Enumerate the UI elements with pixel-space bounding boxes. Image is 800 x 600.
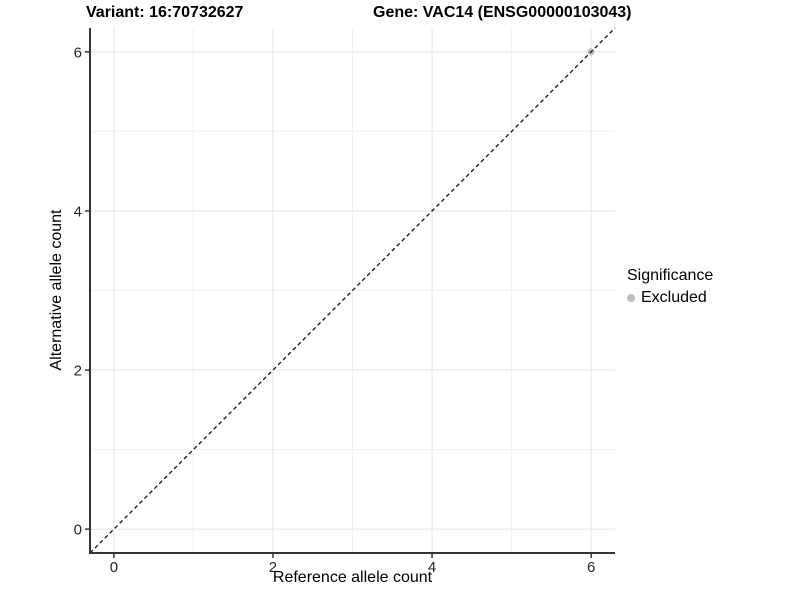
legend-item-label: Excluded bbox=[641, 289, 707, 306]
x-tick-label: 2 bbox=[269, 559, 277, 576]
variant-title: Variant: 16:70732627 bbox=[86, 4, 244, 21]
legend: Significance Excluded bbox=[627, 267, 713, 307]
x-tick-label: 0 bbox=[110, 559, 118, 576]
x-tick-label: 4 bbox=[428, 559, 436, 576]
gene-title: Gene: VAC14 (ENSG00000103043) bbox=[373, 4, 632, 21]
y-tick-label: 6 bbox=[74, 44, 82, 61]
legend-item-excluded: Excluded bbox=[627, 289, 713, 307]
y-axis-title: Alternative allele count bbox=[48, 209, 65, 371]
identity-line bbox=[89, 27, 616, 554]
x-axis-title: Reference allele count bbox=[272, 569, 433, 586]
y-tick-label: 4 bbox=[74, 203, 82, 220]
y-tick-label: 2 bbox=[74, 363, 82, 380]
x-tick-label: 6 bbox=[587, 559, 595, 576]
legend-point-icon bbox=[627, 294, 635, 302]
y-tick-label: 0 bbox=[74, 522, 82, 539]
legend-title: Significance bbox=[627, 267, 714, 284]
